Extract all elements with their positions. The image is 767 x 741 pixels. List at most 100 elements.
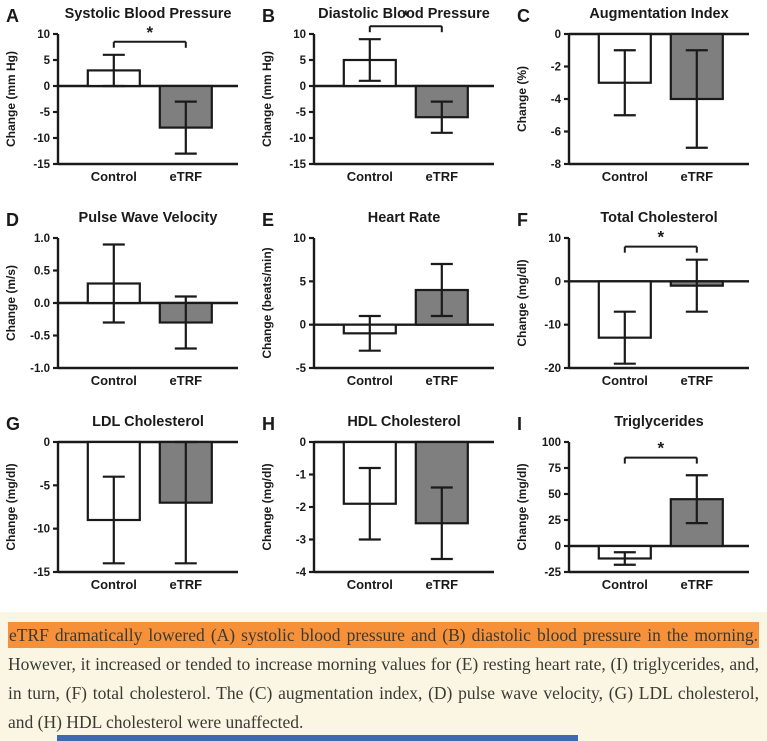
svg-text:eTRF: eTRF	[170, 169, 203, 184]
svg-text:-1: -1	[295, 470, 306, 482]
svg-text:Change (mg/dl): Change (mg/dl)	[260, 463, 274, 550]
svg-text:-15: -15	[33, 159, 50, 171]
svg-text:eTRF: eTRF	[681, 577, 714, 592]
svg-text:-10: -10	[33, 133, 50, 145]
panel-A-chart: 10 5 0 -5 -10 -15 Control eTRF * A Systolic Blood …	[4, 6, 238, 184]
svg-text:Diastolic Blood Pressure: Diastolic Blood Pressure	[318, 6, 490, 22]
svg-text:0.5: 0.5	[34, 266, 51, 278]
panel-E-chart: 10 5 0 -5 Control eTRF E Heart Rate Change (beat…	[260, 210, 494, 388]
svg-text:Change (beats/min): Change (beats/min)	[260, 247, 274, 358]
svg-text:0: 0	[299, 437, 305, 449]
svg-text:B: B	[262, 6, 275, 26]
svg-text:0: 0	[555, 541, 561, 553]
svg-text:-6: -6	[551, 127, 561, 139]
svg-text:-25: -25	[545, 567, 562, 579]
panel-B: 10 5 0 -5 -10 -15 Control eTRF * B Diastolic Blood…	[256, 0, 511, 204]
panel-D-chart: 1.0 0.5 0.0 -0.5 -1.0 Control eTRF D Pulse Wave …	[4, 210, 238, 388]
svg-text:E: E	[262, 210, 274, 230]
panel-G-chart: 0 -5 -10 -15 Control eTRF G LDL Cholesterol Chan…	[4, 414, 238, 592]
svg-text:Change (mg/dl): Change (mg/dl)	[515, 259, 529, 346]
svg-text:Pulse Wave Velocity: Pulse Wave Velocity	[79, 210, 218, 226]
panel-F: 10 0 -10 -20 Control eTRF * F Total Cholesterol C…	[511, 204, 766, 408]
svg-text:Control: Control	[91, 373, 137, 388]
svg-text:5: 5	[299, 276, 306, 288]
svg-text:10: 10	[549, 233, 562, 245]
svg-text:eTRF: eTRF	[425, 577, 458, 592]
svg-text:*: *	[658, 228, 665, 247]
svg-text:-5: -5	[295, 363, 306, 375]
svg-text:10: 10	[293, 233, 306, 245]
svg-text:-10: -10	[545, 320, 562, 332]
svg-text:Total Cholesterol: Total Cholesterol	[601, 210, 718, 226]
svg-text:Triglycerides: Triglycerides	[615, 414, 704, 430]
svg-text:Heart Rate: Heart Rate	[367, 210, 440, 226]
caption-rest: However, it increased or tended to incre…	[8, 654, 759, 732]
svg-text:0: 0	[44, 81, 50, 93]
svg-text:Control: Control	[602, 373, 648, 388]
svg-text:-5: -5	[40, 480, 51, 492]
svg-text:I: I	[517, 414, 522, 434]
svg-text:-20: -20	[545, 363, 562, 375]
svg-text:D: D	[6, 210, 19, 230]
svg-text:0: 0	[299, 320, 305, 332]
svg-text:-5: -5	[295, 107, 306, 119]
svg-text:Control: Control	[602, 169, 648, 184]
panel-C-chart: 0 -2 -4 -6 -8 Control eTRF C Augmentation Index C…	[515, 6, 750, 184]
svg-text:*: *	[146, 23, 153, 42]
svg-text:-4: -4	[551, 94, 562, 106]
svg-text:eTRF: eTRF	[170, 577, 203, 592]
svg-text:Change (mg/dl): Change (mg/dl)	[515, 463, 529, 550]
svg-text:-15: -15	[33, 567, 50, 579]
svg-text:-4: -4	[295, 567, 306, 579]
svg-text:Control: Control	[91, 169, 137, 184]
svg-text:Change (mm Hg): Change (mm Hg)	[4, 51, 18, 147]
svg-text:-1.0: -1.0	[30, 363, 50, 375]
svg-text:LDL Cholesterol: LDL Cholesterol	[92, 414, 204, 430]
panel-H: 0 -1 -2 -3 -4 Control eTRF H HDL Cholesterol Chan…	[256, 408, 511, 612]
figure-panels-grid: 10 5 0 -5 -10 -15 Control eTRF * A Systolic Blood …	[0, 0, 766, 612]
svg-text:75: 75	[549, 463, 562, 475]
svg-text:-8: -8	[551, 159, 562, 171]
svg-text:-15: -15	[289, 159, 306, 171]
svg-text:-2: -2	[551, 62, 561, 74]
figure-caption: eTRF dramatically lowered (A) systolic b…	[0, 612, 767, 741]
svg-text:H: H	[262, 414, 275, 434]
svg-text:*: *	[658, 439, 665, 458]
svg-text:Change (m/s): Change (m/s)	[4, 265, 18, 341]
panel-H-chart: 0 -1 -2 -3 -4 Control eTRF H HDL Cholesterol Chan…	[260, 414, 494, 592]
svg-text:-10: -10	[289, 133, 306, 145]
svg-text:5: 5	[44, 55, 51, 67]
svg-text:-10: -10	[33, 524, 50, 536]
svg-text:Control: Control	[346, 373, 392, 388]
svg-text:F: F	[517, 210, 528, 230]
svg-text:0.0: 0.0	[34, 298, 50, 310]
svg-text:Control: Control	[346, 577, 392, 592]
svg-text:0: 0	[44, 437, 50, 449]
panel-I: 100 75 50 25 0 -25 Control eTRF * I Triglycerides C…	[511, 408, 766, 612]
svg-text:-3: -3	[295, 535, 305, 547]
svg-text:eTRF: eTRF	[425, 373, 458, 388]
bottom-scrollbar[interactable]	[57, 735, 578, 741]
panel-B-chart: 10 5 0 -5 -10 -15 Control eTRF * B Diastolic Blood…	[260, 6, 494, 184]
caption-highlight: eTRF dramatically lowered (A) systolic b…	[8, 622, 759, 648]
svg-text:-5: -5	[40, 107, 51, 119]
svg-text:A: A	[6, 6, 19, 26]
caption-text: eTRF dramatically lowered (A) systolic b…	[8, 621, 759, 737]
svg-text:10: 10	[293, 29, 306, 41]
svg-text:eTRF: eTRF	[170, 373, 203, 388]
panel-C: 0 -2 -4 -6 -8 Control eTRF C Augmentation Index C…	[511, 0, 766, 204]
svg-text:eTRF: eTRF	[681, 169, 714, 184]
svg-text:Control: Control	[602, 577, 648, 592]
svg-text:*: *	[402, 7, 409, 26]
svg-text:-2: -2	[295, 502, 305, 514]
svg-text:G: G	[6, 414, 20, 434]
svg-text:HDL Cholesterol: HDL Cholesterol	[347, 414, 460, 430]
svg-text:Augmentation Index: Augmentation Index	[590, 6, 729, 22]
svg-text:0: 0	[555, 29, 561, 41]
svg-text:Change (mm Hg): Change (mm Hg)	[260, 51, 274, 147]
svg-text:Change (%): Change (%)	[515, 66, 529, 132]
svg-text:100: 100	[542, 437, 561, 449]
panel-E: 10 5 0 -5 Control eTRF E Heart Rate Change (beat…	[256, 204, 511, 408]
panel-A: 10 5 0 -5 -10 -15 Control eTRF * A Systolic Blood …	[0, 0, 255, 204]
svg-text:C: C	[517, 6, 530, 26]
